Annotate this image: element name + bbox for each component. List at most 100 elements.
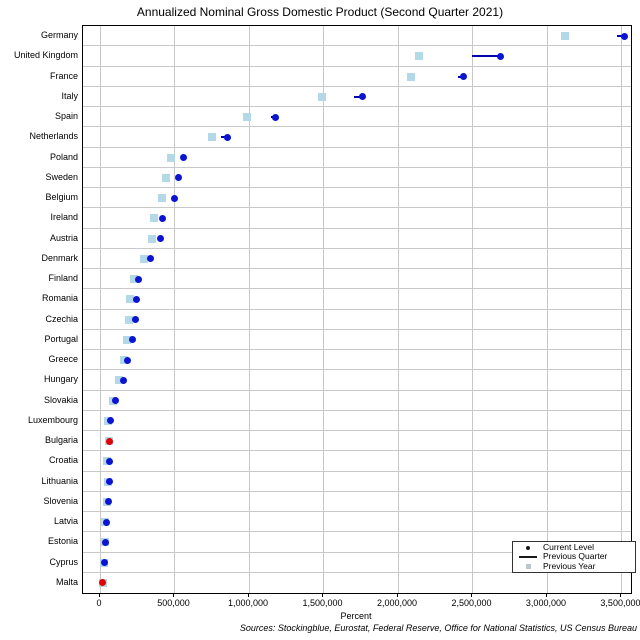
gridline [248, 26, 250, 593]
country-label: Czechia [45, 313, 78, 324]
country-row [83, 229, 631, 249]
previous-year-marker [157, 194, 166, 203]
country-row [83, 492, 631, 512]
current-level-marker [171, 194, 179, 202]
current-level-marker [119, 376, 127, 384]
sources-caption: Sources: Stockingblue, Eurostat, Federal… [239, 623, 637, 633]
previous-year-marker [162, 173, 171, 182]
country-row [83, 249, 631, 269]
current-level-dot-icon [513, 545, 543, 550]
legend-item-previous-quarter: Previous Quarter [513, 552, 635, 561]
chart-title: Annualized Nominal Gross Domestic Produc… [136, 5, 504, 19]
country-label: Ireland [50, 212, 78, 223]
country-label: Netherlands [29, 131, 78, 142]
current-level-marker [107, 417, 115, 425]
country-row [83, 532, 631, 553]
gridline [99, 26, 101, 593]
country-label: Portugal [44, 333, 78, 344]
x-axis-tick [98, 593, 100, 597]
country-row [83, 512, 631, 533]
x-tick-label: 500,000 [157, 598, 190, 608]
country-row [83, 127, 631, 148]
country-row [83, 431, 631, 452]
country-label: Bulgaria [44, 435, 78, 445]
country-row [83, 67, 631, 87]
country-row [83, 168, 631, 188]
current-level-marker [179, 154, 187, 162]
gridline [397, 26, 399, 593]
current-level-marker [104, 498, 112, 506]
current-level-marker [497, 52, 505, 60]
country-label: Slovakia [43, 394, 78, 405]
x-axis-tick [247, 593, 249, 597]
legend-item-previous-year: Previous Year [513, 560, 635, 571]
current-level-marker [174, 174, 182, 182]
country-row [83, 310, 631, 330]
current-level-marker [106, 457, 114, 465]
country-label: Latvia [53, 516, 78, 526]
x-axis-tick [173, 593, 175, 597]
country-row [83, 148, 631, 168]
previous-year-marker [207, 133, 216, 142]
previous-year-marker [125, 315, 134, 324]
country-label: Romania [41, 293, 78, 304]
previous-year-square-icon [513, 563, 543, 569]
previous-year-marker [242, 113, 251, 122]
current-level-marker [359, 93, 367, 101]
x-axis-tick [471, 593, 473, 597]
legend-label: Current Level [543, 542, 595, 553]
country-label: Germany [40, 30, 78, 40]
country-label: Malta [55, 576, 78, 587]
previous-quarter-line-icon [513, 556, 543, 558]
country-row [83, 107, 631, 128]
previous-year-marker [148, 234, 157, 243]
x-tick-label: 3,000,000 [525, 598, 566, 608]
current-level-marker [99, 579, 107, 587]
country-row [83, 370, 631, 391]
legend-box: Current Level Previous Quarter Previous … [512, 541, 636, 573]
current-level-marker [223, 133, 231, 141]
country-label: Italy [61, 90, 78, 101]
legend-item-current-level: Current Level [513, 543, 635, 552]
previous-year-marker [126, 295, 135, 304]
country-label: Austria [49, 232, 78, 243]
country-row [83, 188, 631, 209]
previous-year-marker [167, 153, 176, 162]
country-label: Spain [54, 111, 78, 121]
country-label: Belgium [45, 192, 78, 202]
previous-quarter-line [354, 95, 363, 98]
current-level-marker [147, 255, 155, 263]
previous-year-marker [119, 356, 128, 365]
gridline [546, 26, 548, 593]
current-level-marker [620, 32, 628, 40]
country-row [83, 350, 631, 371]
country-row [83, 208, 631, 229]
x-tick-label: 0 [96, 598, 102, 608]
previous-year-marker [407, 72, 416, 81]
previous-year-marker [129, 275, 138, 284]
legend-label: Previous Year [543, 560, 596, 571]
previous-year-marker [140, 254, 149, 263]
country-row [83, 573, 631, 593]
x-tick-label: 1,000,000 [227, 598, 268, 608]
previous-year-marker [122, 335, 131, 344]
x-tick-label: 3,500,000 [600, 598, 640, 608]
current-level-marker [128, 336, 136, 344]
plot-area [82, 25, 632, 594]
current-level-marker [111, 397, 119, 405]
country-label: Cyprus [49, 556, 78, 567]
previous-year-marker [317, 92, 326, 101]
previous-quarter-line [616, 35, 625, 38]
previous-quarter-line [472, 55, 501, 58]
country-label: Luxembourg [27, 414, 78, 425]
current-level-marker [157, 235, 165, 243]
current-level-marker [132, 295, 140, 303]
x-tick-label: 1,500,000 [302, 598, 343, 608]
country-row [83, 87, 631, 107]
previous-year-marker [560, 32, 569, 41]
current-level-marker [106, 437, 114, 445]
current-level-marker [105, 478, 113, 486]
current-level-marker [102, 518, 110, 526]
country-row [83, 46, 631, 67]
country-label: Sweden [45, 171, 78, 182]
